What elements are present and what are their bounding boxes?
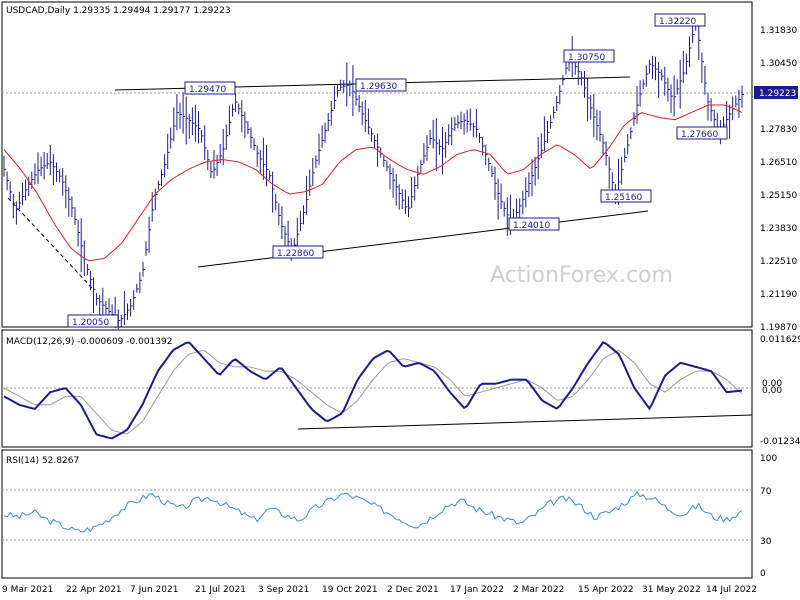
pivot-label-3: 1.22860 bbox=[272, 245, 324, 259]
watermark: ActionForex.com bbox=[490, 263, 673, 288]
pivot-label-2: 1.29470 bbox=[184, 81, 236, 95]
y-tick: 30 bbox=[760, 537, 772, 547]
x-tick: 7 Jun 2021 bbox=[130, 585, 178, 595]
y-tick: 0 bbox=[760, 569, 766, 579]
macd-signal-line bbox=[3, 349, 743, 435]
svg-text:1.27660: 1.27660 bbox=[681, 130, 718, 140]
x-tick: 22 Apr 2021 bbox=[66, 585, 122, 595]
pivot-label-4: 1.29630 bbox=[355, 78, 407, 92]
y-tick: 1.27830 bbox=[760, 125, 797, 135]
pivot-label-6: 1.30750 bbox=[563, 49, 615, 63]
current-price-tag: 1.29223 bbox=[754, 86, 798, 99]
macd-trendline bbox=[297, 414, 753, 430]
y-tick: 100 bbox=[760, 454, 777, 464]
y-tick: 1.26510 bbox=[760, 158, 797, 168]
svg-text:1.30750: 1.30750 bbox=[568, 53, 605, 63]
macd-line bbox=[3, 341, 743, 440]
pivot-label-1: 1.20050 bbox=[67, 314, 119, 328]
rsi-y-axis: 100 70 30 0 bbox=[760, 454, 777, 579]
moving-average-line bbox=[3, 104, 743, 262]
y-tick: 0.00 bbox=[762, 379, 782, 389]
pivot-label-7: 1.25160 bbox=[600, 189, 652, 203]
y-tick: 1.31830 bbox=[760, 26, 797, 36]
y-tick: 1.23830 bbox=[760, 224, 797, 234]
support-trendline bbox=[197, 210, 649, 268]
y-tick: 1.21190 bbox=[760, 290, 797, 300]
svg-text:1.24010: 1.24010 bbox=[513, 221, 550, 231]
x-tick: 31 May 2022 bbox=[642, 585, 701, 595]
svg-text:1.29470: 1.29470 bbox=[189, 85, 226, 95]
y-tick: 1.30450 bbox=[760, 59, 797, 69]
y-tick: 0.00 bbox=[762, 386, 782, 396]
svg-text:1.32220: 1.32220 bbox=[659, 17, 696, 27]
price-header: USDCAD,Daily 1.29335 1.29494 1.29177 1.2… bbox=[6, 6, 231, 16]
svg-text:1.29223: 1.29223 bbox=[759, 89, 796, 99]
rsi-header: RSI(14) 52.8267 bbox=[6, 456, 79, 466]
x-tick: 15 Apr 2022 bbox=[578, 585, 634, 595]
y-tick: 1.19870 bbox=[760, 323, 797, 333]
x-tick: 17 Jan 2022 bbox=[450, 585, 504, 595]
y-tick: -0.012348 bbox=[760, 437, 800, 447]
y-tick: 0.011629 bbox=[760, 335, 800, 345]
price-y-axis: 1.31830 1.30450 1.27830 1.26510 1.25150 … bbox=[760, 26, 797, 333]
x-tick: 2 Mar 2022 bbox=[513, 585, 564, 595]
x-tick: 14 Jul 2022 bbox=[706, 585, 757, 595]
svg-text:1.20050: 1.20050 bbox=[72, 318, 109, 328]
rsi-line bbox=[3, 490, 743, 533]
macd-header: MACD(12,26,9) -0.000609 -0.001392 bbox=[6, 337, 172, 347]
price-bars bbox=[3, 14, 744, 330]
macd-y-axis: 0.011629 0.00 0.00 -0.012348 bbox=[760, 335, 800, 447]
y-tick: 70 bbox=[760, 487, 772, 497]
svg-text:1.29630: 1.29630 bbox=[360, 82, 397, 92]
svg-text:1.25160: 1.25160 bbox=[605, 193, 642, 203]
x-tick: 3 Sep 2021 bbox=[258, 585, 309, 595]
y-tick: 1.25150 bbox=[760, 191, 797, 201]
x-tick: 19 Oct 2021 bbox=[322, 585, 378, 595]
y-tick: 1.22510 bbox=[760, 257, 797, 267]
x-tick: 9 Mar 2021 bbox=[2, 585, 53, 595]
x-axis: 9 Mar 2021 22 Apr 2021 7 Jun 2021 21 Jul… bbox=[2, 585, 757, 595]
pivot-label-8: 1.32220 bbox=[654, 13, 706, 27]
rsi-panel-frame bbox=[1, 449, 753, 579]
price-panel-frame bbox=[1, 1, 753, 328]
x-tick: 2 Dec 2021 bbox=[387, 585, 439, 595]
svg-text:1.22860: 1.22860 bbox=[277, 249, 314, 259]
pivot-label-9: 1.27660 bbox=[676, 126, 728, 140]
pivot-label-5: 1.24010 bbox=[508, 217, 560, 231]
down-trendline-dashed bbox=[7, 197, 93, 289]
x-tick: 21 Jul 2021 bbox=[195, 585, 246, 595]
